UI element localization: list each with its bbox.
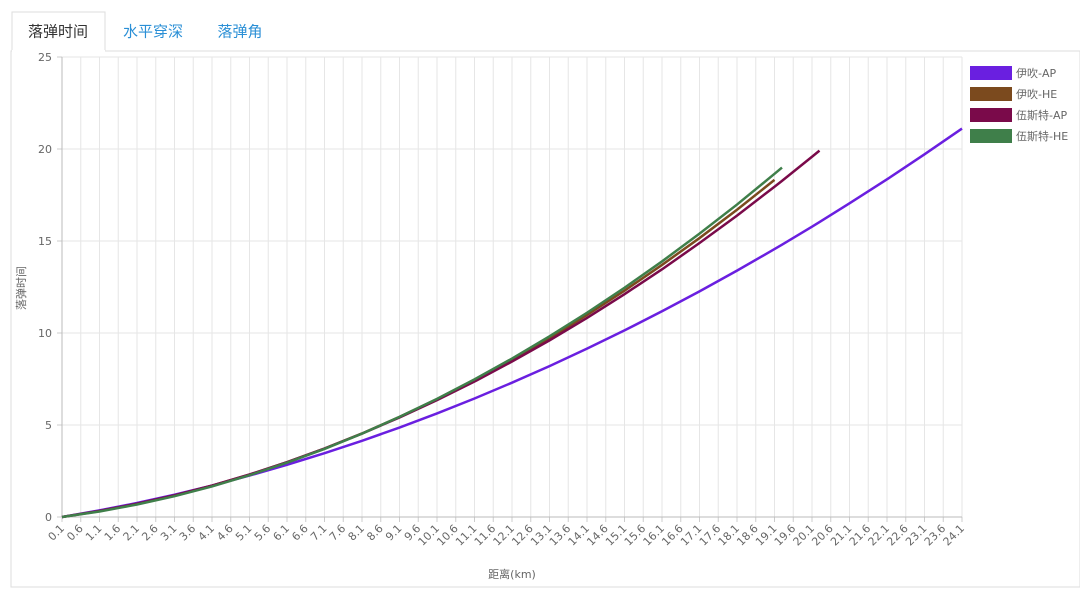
y-tick-label: 10 xyxy=(38,327,52,340)
legend-label: 伍斯特-AP xyxy=(1016,108,1067,122)
y-tick-label: 15 xyxy=(38,235,52,248)
legend-label: 伊吹-AP xyxy=(1016,67,1056,80)
legend-label: 伍斯特-HE xyxy=(1016,129,1068,143)
tab[interactable]: 水平穿深 xyxy=(123,23,183,41)
legend-swatch xyxy=(970,108,1012,122)
series-line xyxy=(61,166,783,519)
y-tick-label: 25 xyxy=(38,51,52,64)
x-axis-label: 距离(km) xyxy=(488,567,536,581)
legend-label: 伊吹-HE xyxy=(1016,88,1057,101)
tab[interactable]: 落弹角 xyxy=(217,23,262,41)
y-axis-label: 落弹时间 xyxy=(14,266,28,310)
active-tab-border xyxy=(11,11,106,51)
y-tick-label: 0 xyxy=(45,511,52,524)
tab[interactable]: 落弹时间 xyxy=(28,23,88,41)
chart-panel xyxy=(10,50,1080,588)
legend-swatch xyxy=(970,87,1012,101)
legend-swatch xyxy=(970,66,1012,80)
y-tick-label: 5 xyxy=(45,419,52,432)
y-tick-label: 20 xyxy=(38,143,52,156)
legend-swatch xyxy=(970,129,1012,143)
